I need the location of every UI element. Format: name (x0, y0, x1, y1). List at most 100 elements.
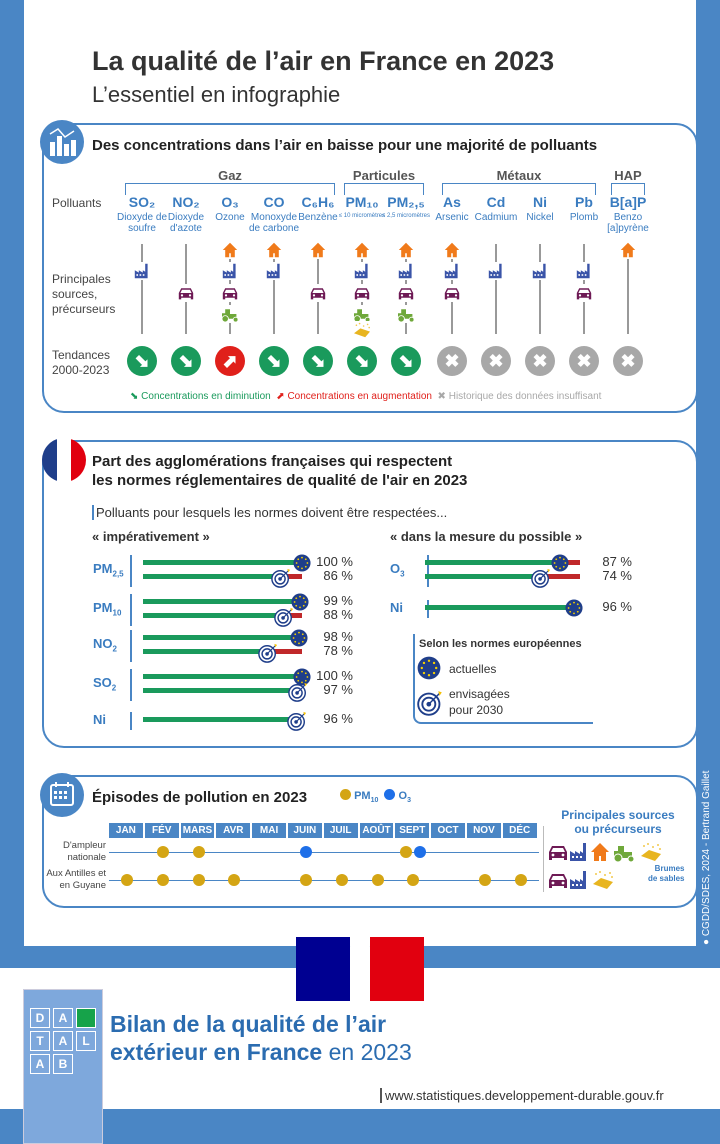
percentage-value: 88 % (323, 607, 353, 622)
sand-label-line: Brumes (654, 864, 685, 873)
pollutant-name: ≤ 10 micromètres (338, 213, 386, 219)
pollutant-label-main: PM (93, 561, 113, 576)
pollutant-name: Dioxyde de soufre (116, 212, 168, 234)
factory-icon (576, 263, 592, 279)
legend-decrease-text: Concentrations en diminution (141, 391, 271, 402)
report-title-line1: Bilan de la qualité de l’air (110, 1011, 387, 1037)
website-link[interactable]: www.statistiques.developpement-durable.g… (380, 1088, 664, 1103)
group-label-metaux: Métaux (496, 168, 542, 183)
month-header: JAN (109, 823, 145, 838)
episode-pm10-dot (299, 874, 312, 886)
label-divider (130, 712, 132, 730)
eu-norm-marker-icon (291, 593, 309, 611)
marianne-logo (296, 937, 424, 1001)
sand-label: Brumes de sables (648, 864, 684, 884)
bar-compliance (143, 599, 301, 604)
trend-decrease-icon: ⬊ (259, 346, 289, 376)
cover-letter: D (30, 1008, 50, 1028)
car-icon (222, 285, 238, 301)
cover-letter (76, 1008, 96, 1028)
timeline-line (109, 852, 539, 853)
episode-pm10-dot (407, 874, 420, 886)
car-icon (398, 285, 414, 301)
section2-title-line2: les normes réglementaires de qualité de … (92, 472, 468, 489)
pollutant-label-main: O (390, 561, 401, 576)
percentage-value: 96 % (323, 711, 353, 726)
tractor-icon (611, 842, 637, 862)
factory-icon (532, 263, 548, 279)
sand-icon (638, 842, 664, 862)
label-divider (130, 630, 132, 662)
month-header: DÉC (502, 823, 539, 838)
episode-legend: PM10 O3 (340, 789, 411, 804)
factory-icon (134, 263, 150, 279)
house-icon (354, 242, 370, 258)
section2-intro: Polluants pour lesquels les normes doive… (92, 505, 447, 520)
month-header: AVR (216, 823, 253, 838)
month-header: AOÛT (359, 823, 396, 838)
bar-compliance (143, 635, 299, 640)
factory-icon (569, 870, 589, 890)
factory-icon (569, 842, 589, 862)
factory-icon (354, 263, 370, 279)
cover-letter: A (53, 1031, 73, 1051)
label-divider (130, 669, 132, 701)
pollutant-name: Benzène (298, 212, 338, 223)
percentage-value: 98 % (323, 629, 353, 644)
sand-icon (590, 870, 616, 890)
section1-title: Des concentrations dans l’air en baisse … (92, 137, 598, 154)
pollutant-name: Nickel (526, 212, 554, 223)
percentage-value: 87 % (602, 554, 632, 569)
target-2030-marker-icon (258, 643, 278, 663)
target-2030-marker-icon (274, 607, 294, 627)
bar-compliance (143, 613, 283, 618)
sources-title-line2: ou précurseurs (574, 822, 662, 836)
pollutant-label-sub: 10 (112, 608, 122, 618)
cover-letter: A (30, 1054, 50, 1074)
trend-legend: ⬊ Concentrations en diminution ⬈ Concent… (130, 391, 601, 402)
episode-pm10-dot (192, 874, 205, 886)
percentage-value: 100 % (316, 668, 353, 683)
section2-title: Part des agglomérations françaises qui r… (92, 452, 467, 490)
pollutant-label-main: Ni (390, 600, 403, 615)
section2-title-line1: Part des agglomérations françaises qui r… (92, 453, 453, 470)
sources-title-line1: Principales sources (561, 808, 675, 822)
section-episodes (42, 775, 698, 908)
target-2030-norm-icon (417, 690, 443, 716)
episode-row-label: D'ampleur nationale (63, 840, 106, 863)
pollutant-name: Plomb (569, 212, 599, 223)
episode-pm10-dot (371, 874, 384, 886)
target-2030-marker-icon (531, 568, 551, 588)
factory-icon (444, 263, 460, 279)
trend-insufficient-icon: ✖ (613, 346, 643, 376)
pollutant-code: NO₂ (172, 194, 200, 210)
source-line (495, 244, 497, 334)
pollutant-code: Ni (533, 194, 547, 210)
legend-pm10-sub: 10 (370, 797, 379, 805)
pollutant-name: Monoxyde de carbone (248, 212, 300, 234)
group-label-particules: Particules (352, 168, 416, 183)
legend-o3: O (398, 790, 408, 802)
bar-compliance (143, 688, 298, 693)
legend-insufficient: ✖ Historique des données insuffisant (437, 391, 602, 402)
month-header: SEPT (395, 823, 432, 838)
house-icon (266, 242, 282, 258)
tractor-icon (395, 306, 417, 322)
episode-pm10-dot (478, 874, 491, 886)
report-title[interactable]: Bilan de la qualité de l’air extérieur e… (110, 1010, 412, 1066)
pollutant-code: Cd (486, 194, 506, 210)
calendar-icon (40, 773, 84, 817)
trend-decrease-icon: ⬊ (171, 346, 201, 376)
eu-norm-marker-icon (551, 554, 569, 572)
pollutant-label: PM2,5 (93, 561, 124, 579)
pollutant-label-main: NO (93, 636, 113, 651)
car-icon (548, 842, 568, 862)
pollutant-label-sub: 2 (112, 644, 117, 654)
pollutant-label-sub: 3 (400, 569, 405, 579)
pollutant-code: PM₂,₅ (387, 194, 425, 210)
group-label-gaz: Gaz (218, 168, 242, 183)
pollutant-code: PM₁₀ (345, 194, 379, 210)
timeline-line (109, 880, 539, 881)
month-header: JUIL (323, 823, 360, 838)
